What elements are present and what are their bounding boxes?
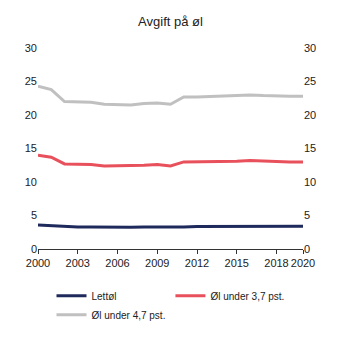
svg-text:25: 25 [25,75,37,87]
svg-text:20: 20 [304,109,316,121]
svg-text:10: 10 [304,176,316,188]
svg-text:2018: 2018 [264,257,288,269]
svg-text:2020: 2020 [291,257,315,269]
svg-text:Øl under 3,7 pst.: Øl under 3,7 pst. [210,291,284,302]
svg-text:15: 15 [25,142,37,154]
svg-text:2009: 2009 [145,257,169,269]
svg-text:0: 0 [31,243,37,255]
svg-text:25: 25 [304,75,316,87]
svg-text:10: 10 [25,176,37,188]
svg-text:2006: 2006 [105,257,129,269]
svg-text:30: 30 [25,42,37,54]
svg-text:Avgift på øl: Avgift på øl [138,14,203,29]
svg-text:2015: 2015 [225,257,249,269]
svg-text:5: 5 [304,209,310,221]
svg-text:5: 5 [31,209,37,221]
svg-text:20: 20 [25,109,37,121]
svg-text:2012: 2012 [185,257,209,269]
svg-text:30: 30 [304,42,316,54]
svg-text:2000: 2000 [26,257,50,269]
svg-text:2003: 2003 [66,257,90,269]
svg-text:Øl under 4,7 pst.: Øl under 4,7 pst. [92,310,166,321]
svg-text:0: 0 [304,243,310,255]
svg-text:15: 15 [304,142,316,154]
svg-text:Lettøl: Lettøl [92,291,117,302]
